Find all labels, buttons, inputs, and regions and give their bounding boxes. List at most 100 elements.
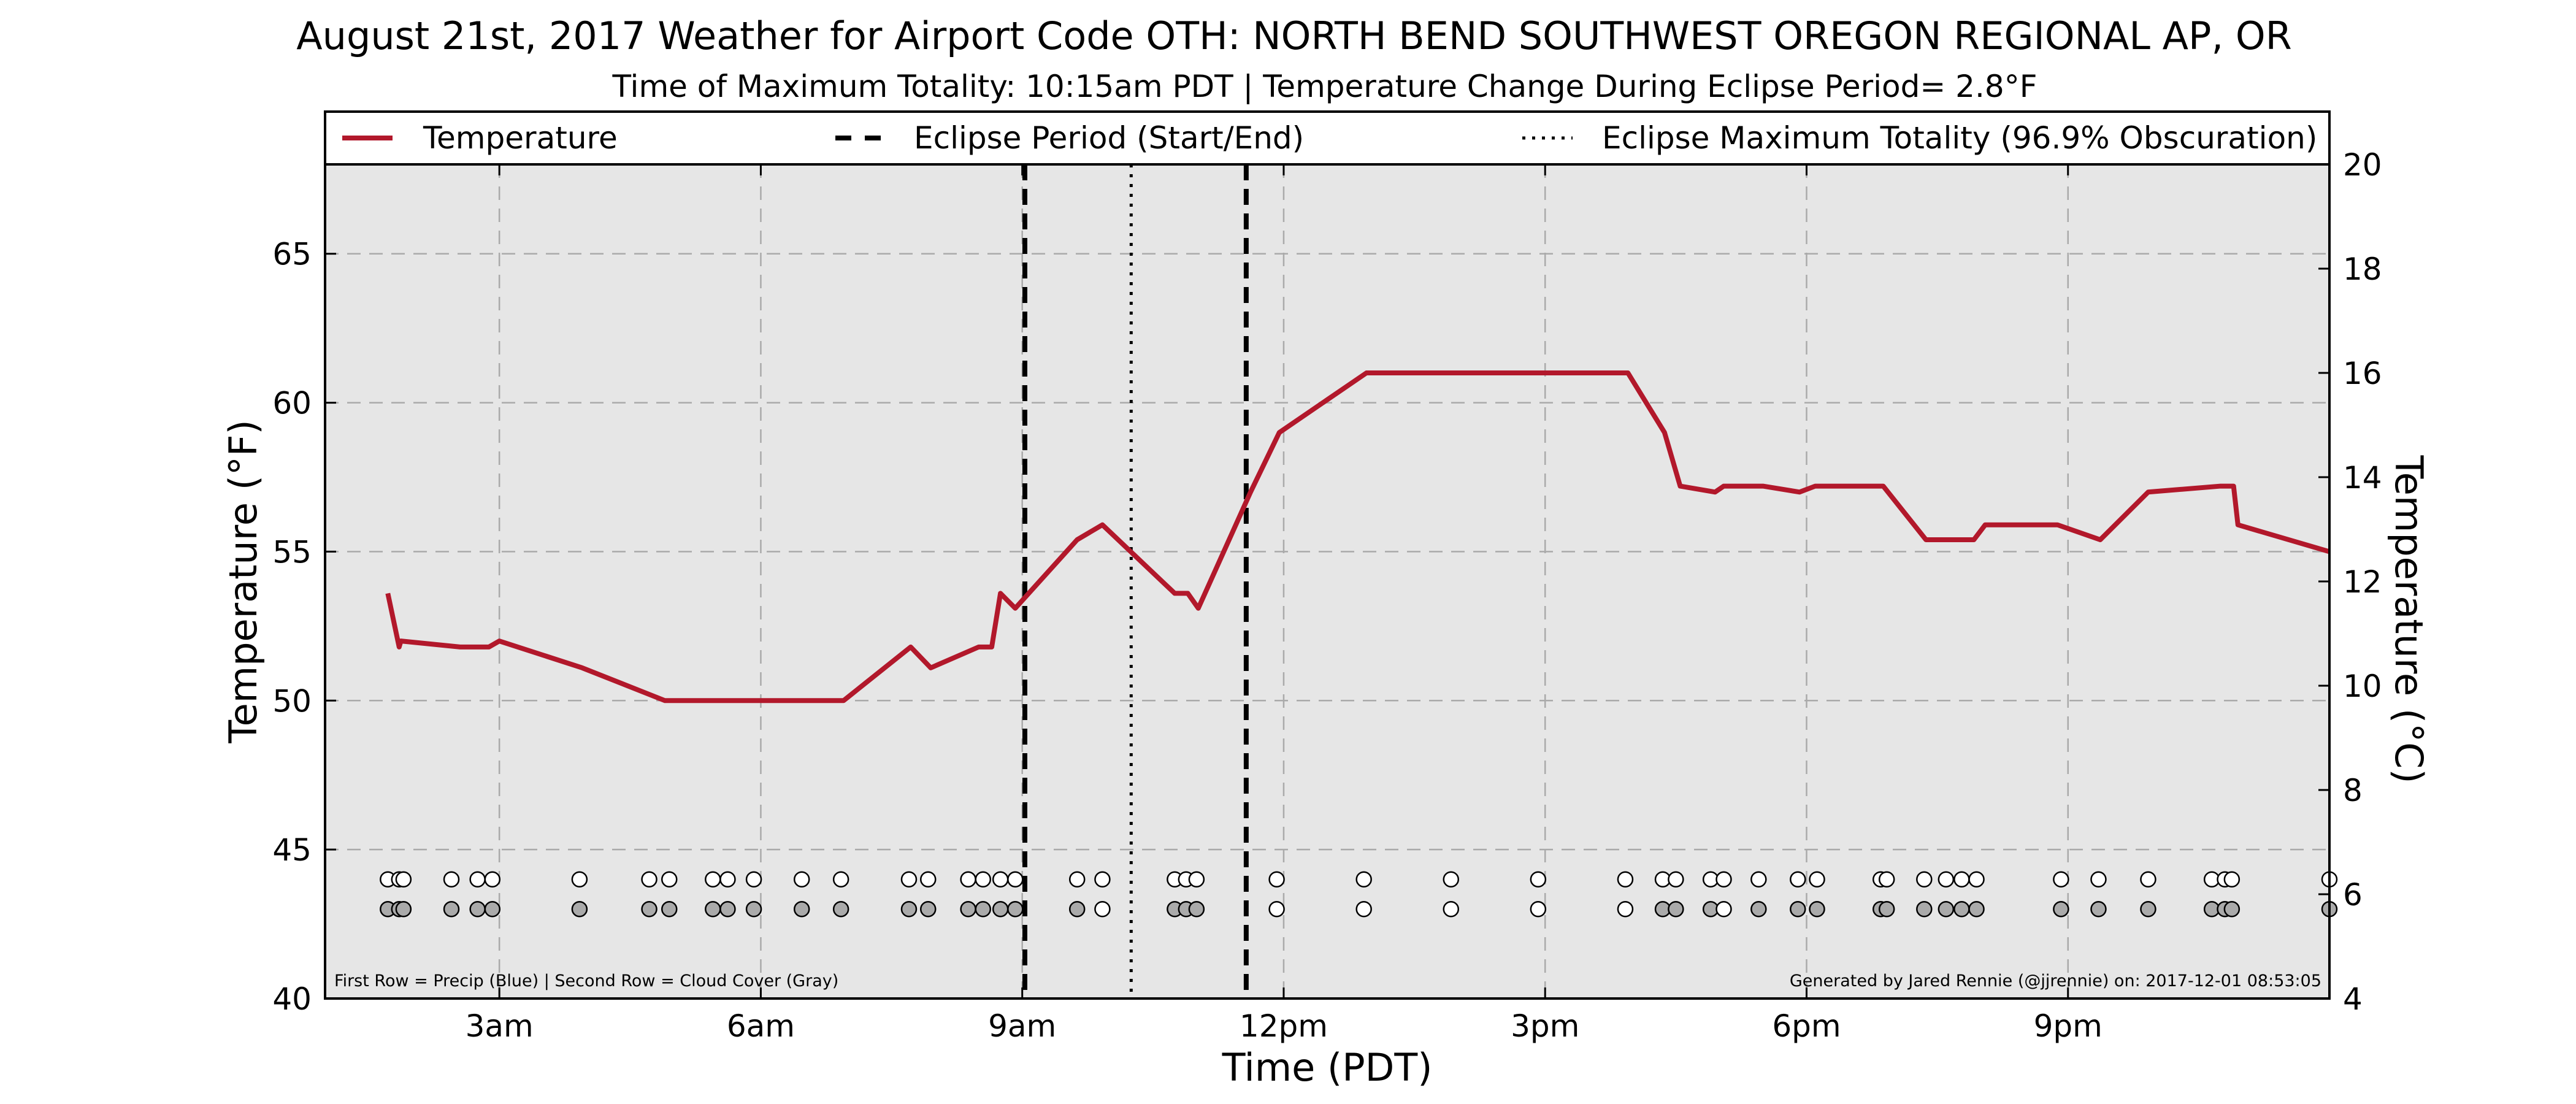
precip-marker	[1938, 871, 1955, 887]
cloud-marker	[2223, 901, 2241, 918]
precip-marker	[1443, 871, 1460, 887]
precip-marker	[1878, 871, 1895, 887]
precip-marker	[1750, 871, 1767, 887]
cloud-marker	[661, 901, 678, 918]
cloud-marker	[1094, 901, 1111, 918]
cloud-marker	[641, 901, 657, 918]
cloud-marker	[395, 901, 412, 918]
cloud-marker	[975, 901, 992, 918]
precip-marker	[1617, 871, 1634, 887]
x-tick-label: 9pm	[2034, 1008, 2103, 1044]
y2-tick-label: 8	[2343, 773, 2363, 808]
precip-marker	[1809, 871, 1825, 887]
chart-title: August 21st, 2017 Weather for Airport Co…	[296, 13, 2292, 58]
footnote-right: Generated by Jared Rennie (@jjrennie) on…	[1790, 972, 2321, 991]
legend-box	[324, 110, 2331, 166]
precip-marker	[1530, 871, 1547, 887]
cloud-marker	[832, 901, 849, 918]
precip-marker	[395, 871, 412, 887]
cloud-marker	[1790, 901, 1806, 918]
legend-label-totality: Eclipse Maximum Totality (96.9% Obscurat…	[1602, 120, 2317, 156]
y2-tick-label: 10	[2343, 669, 2382, 704]
cloud-marker	[1968, 901, 1985, 918]
precip-marker	[1188, 871, 1205, 887]
precip-marker	[832, 871, 849, 887]
precip-marker	[571, 871, 588, 887]
x-tick-label: 6pm	[1772, 1008, 1841, 1044]
legend-label-temperature: Temperature	[423, 120, 618, 156]
y-tick-label: 55	[272, 534, 312, 570]
y2-tick-label: 18	[2343, 251, 2382, 287]
footnote-left: First Row = Precip (Blue) | Second Row =…	[334, 972, 838, 991]
precip-marker	[2223, 871, 2241, 887]
precip-marker	[469, 871, 486, 887]
observation-markers	[380, 871, 2338, 918]
precip-marker	[484, 871, 501, 887]
cloud-marker	[900, 901, 918, 918]
precip-marker	[793, 871, 810, 887]
plot-area	[325, 164, 2329, 999]
precip-marker	[1355, 871, 1372, 887]
cloud-marker	[1715, 901, 1732, 918]
cloud-marker	[2140, 901, 2156, 918]
cloud-marker	[1355, 901, 1372, 918]
cloud-marker	[1007, 901, 1024, 918]
cloud-marker	[443, 901, 460, 918]
cloud-marker	[793, 901, 810, 918]
x-tick-label: 3am	[466, 1008, 534, 1044]
cloud-marker	[1938, 901, 1955, 918]
y-axis-ticks: 40 45 50 55 60 65	[272, 237, 336, 1017]
cloud-marker	[919, 901, 937, 918]
precip-marker	[1916, 871, 1933, 887]
x-tick-label: 9am	[988, 1008, 1056, 1044]
y-tick-label: 60	[272, 386, 312, 421]
y2-tick-label: 14	[2343, 460, 2382, 496]
y-tick-label: 65	[272, 237, 312, 272]
precip-marker	[919, 871, 937, 887]
x-axis-label: Time (PDT)	[1222, 1045, 1433, 1090]
cloud-marker	[1878, 901, 1895, 918]
precip-marker	[705, 871, 721, 887]
precip-marker	[1007, 871, 1024, 887]
precip-marker	[641, 871, 657, 887]
y2-tick-label: 16	[2343, 356, 2382, 391]
cloud-marker	[484, 901, 501, 918]
y2-tick-label: 4	[2343, 981, 2363, 1017]
precip-marker	[443, 871, 460, 887]
cloud-marker	[469, 901, 486, 918]
cloud-marker	[960, 901, 976, 918]
y2-axis-label: Temperature (°C)	[2386, 454, 2431, 783]
cloud-marker	[1443, 901, 1460, 918]
y2-tick-label: 12	[2343, 564, 2382, 600]
y-tick-label: 50	[272, 683, 312, 719]
precip-marker	[1968, 871, 1985, 887]
precip-marker	[2053, 871, 2069, 887]
precip-marker	[992, 871, 1009, 887]
precip-marker	[1094, 871, 1111, 887]
y2-axis-ticks: 4 6 8 10 12 14 16 18 20	[2318, 147, 2382, 1017]
x-axis-ticks: 3am 6am 9am 12pm 3pm 6pm 9pm	[466, 164, 2103, 1044]
cloud-marker	[2053, 901, 2069, 918]
x-tick-label: 12pm	[1240, 1008, 1328, 1044]
y-axis-label: Temperature (°F)	[221, 420, 266, 743]
precip-marker	[1068, 871, 1086, 887]
precip-marker	[960, 871, 976, 887]
cloud-marker	[1809, 901, 1825, 918]
precip-marker	[2140, 871, 2156, 887]
y-tick-label: 40	[272, 981, 312, 1017]
precip-marker	[900, 871, 918, 887]
cloud-marker	[1268, 901, 1285, 918]
cloud-marker	[571, 901, 588, 918]
legend-label-eclipse: Eclipse Period (Start/End)	[914, 120, 1304, 156]
cloud-marker	[1916, 901, 1933, 918]
precip-marker	[2090, 871, 2107, 887]
cloud-marker	[719, 901, 736, 918]
cloud-marker	[1953, 901, 1970, 918]
precip-marker	[1715, 871, 1732, 887]
y2-tick-label: 6	[2343, 877, 2363, 913]
precip-marker	[975, 871, 992, 887]
y2-tick-label: 20	[2343, 147, 2382, 183]
cloud-marker	[1068, 901, 1086, 918]
temperature-series	[385, 370, 2331, 703]
